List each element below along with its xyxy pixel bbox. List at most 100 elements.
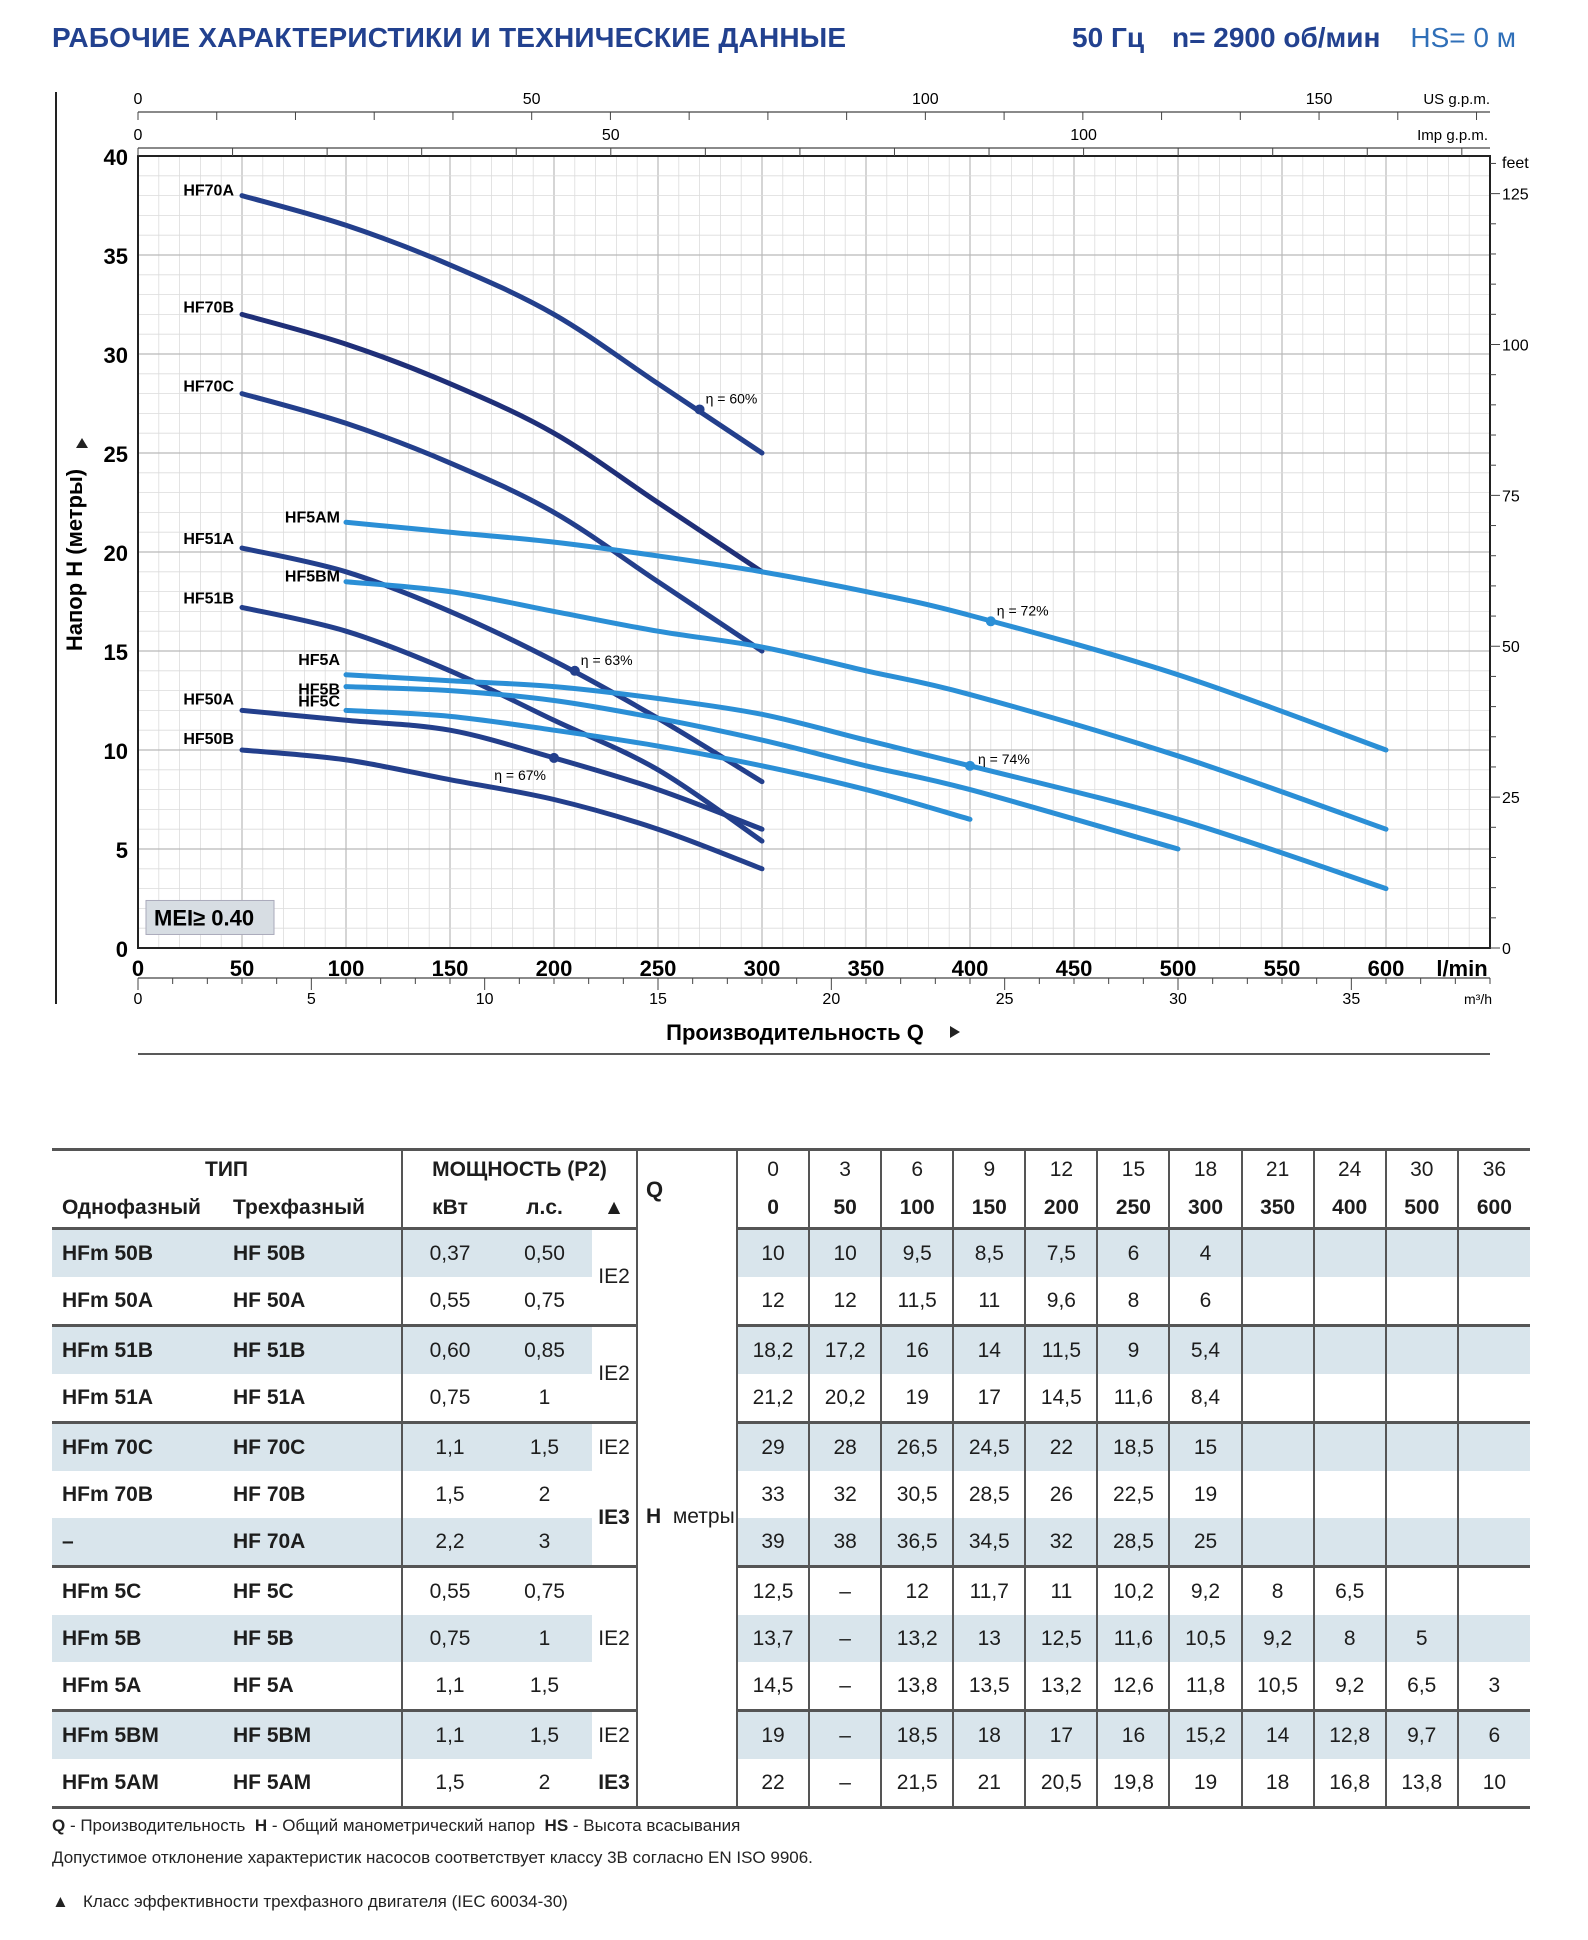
three-phase-model: HF 5AM — [227, 1759, 404, 1809]
single-phase-header: Однофазный — [62, 1196, 201, 1219]
series-line-hf5bm — [343, 579, 1389, 832]
head-value: 10 — [736, 1227, 810, 1277]
power-kw: 0,75 — [401, 1374, 498, 1423]
power-hp: 1,5 — [529, 1673, 560, 1697]
head-value: 32 — [808, 1471, 882, 1518]
lmin-cell: 200 — [1024, 1189, 1098, 1229]
three-phase-model: HF 51B — [227, 1324, 404, 1374]
series-line-hf50a — [239, 707, 765, 832]
impgpm-tick-label: 0 — [134, 127, 143, 144]
efficiency-label: η = 63% — [581, 652, 633, 668]
x-tick-label: 500 — [1160, 956, 1197, 981]
head-value — [1456, 1374, 1530, 1423]
head-value: 20,2 — [808, 1374, 882, 1423]
head-value: 19 — [880, 1374, 954, 1423]
x-tick-label: 300 — [744, 956, 781, 981]
head-value: 17 — [1024, 1709, 1098, 1759]
table-header-row: ТИП МОЩНОСТЬ (P2) Q 0 3 6 9 12 15 18 21 24 30 36 — [52, 1148, 1530, 1229]
head-value — [1456, 1615, 1530, 1662]
ie-class: IE2 — [592, 1709, 639, 1759]
head-value: 5 — [1384, 1615, 1458, 1662]
head-value: 22 — [1024, 1421, 1098, 1471]
head-value: 21,5 — [880, 1759, 954, 1809]
efficiency-label: η = 72% — [997, 602, 1049, 618]
plot-frame — [137, 155, 1491, 949]
m3h-cell: 15 — [1096, 1148, 1170, 1189]
type-header: ТИП — [52, 1148, 404, 1189]
series-line-hf70b — [239, 311, 765, 575]
page-title: РАБОЧИЕ ХАРАКТЕРИСТИКИ И ТЕХНИЧЕСКИЕ ДАН… — [52, 22, 847, 53]
power-hp: 3 — [497, 1518, 593, 1567]
head-value: 18 — [1240, 1759, 1314, 1809]
head-value: 28,5 — [1096, 1518, 1170, 1567]
power-hp: 0,85 — [497, 1324, 593, 1374]
head-value — [1456, 1227, 1530, 1277]
feet-tick-label: 125 — [1502, 187, 1529, 204]
power-kw: 1,1 — [401, 1709, 498, 1759]
head-value: 7,5 — [1024, 1227, 1098, 1277]
head-value: 11,7 — [952, 1565, 1026, 1615]
head-value: 22,5 — [1096, 1471, 1170, 1518]
head-value: 32 — [1024, 1518, 1098, 1567]
series-line-hf5b — [343, 684, 1181, 852]
head-value: 18 — [952, 1709, 1026, 1759]
notes: Q - Производительность H - Общий маномет… — [52, 1810, 813, 1874]
m3h-cell: 6 — [880, 1148, 954, 1189]
m3h-tick-label: 15 — [649, 991, 667, 1008]
lmin-cell: 600 — [1456, 1189, 1530, 1229]
head-value: 13 — [952, 1615, 1026, 1662]
x-tick-label: 550 — [1264, 956, 1301, 981]
series-line-hf70a — [239, 193, 765, 456]
head-value: 10,5 — [1168, 1615, 1242, 1662]
head-value: 8 — [1096, 1277, 1170, 1326]
table-row: HFm 5AM HF 5AM 1,5 2 IE3 22–21,5 21 20,5 19,8 19 1… — [52, 1759, 1530, 1809]
x-tick-label: 600 — [1368, 956, 1405, 981]
lmin-cell: 500 — [1384, 1189, 1458, 1229]
ie-class: IE3 — [592, 1759, 639, 1809]
head-value: 3 — [1456, 1662, 1530, 1711]
head-value: 19 — [1168, 1471, 1242, 1518]
single-phase-model: – — [52, 1518, 227, 1567]
m3h-tick-label: 25 — [996, 991, 1014, 1008]
head-value: 8,5 — [952, 1227, 1026, 1277]
head-value: 29 — [736, 1421, 810, 1471]
head-value — [1240, 1471, 1314, 1518]
m3h-tick-label: 20 — [822, 991, 840, 1008]
three-phase-model: HF 5BM — [227, 1709, 404, 1759]
head-value — [1456, 1324, 1530, 1374]
table-row: HFm 5A HF 5A 1,1 1,5 14,5–13,8 13,5 13,2 12,6 11… — [52, 1662, 1530, 1711]
head-value: 6 — [1096, 1227, 1170, 1277]
power-kw: 0,60 — [401, 1324, 498, 1374]
head-value — [1312, 1518, 1386, 1567]
head-value — [1240, 1227, 1314, 1277]
speed-label: n= 2900 об/мин — [1172, 22, 1381, 53]
x-tick-label: 250 — [640, 956, 677, 981]
m3h-cell: 9 — [952, 1148, 1026, 1189]
feet-unit-label: feet — [1502, 155, 1529, 172]
m3h-cell: 18 — [1168, 1148, 1242, 1189]
power-kw: 2,2 — [401, 1518, 498, 1567]
three-phase-model: HF 70A — [227, 1518, 404, 1567]
head-value — [1312, 1374, 1386, 1423]
lmin-cell: 50 — [808, 1189, 882, 1229]
head-value — [1456, 1565, 1530, 1615]
m3h-cell: 3 — [808, 1148, 882, 1189]
head-value: 18,5 — [1096, 1421, 1170, 1471]
single-phase-model: HFm 5AM — [52, 1759, 227, 1809]
head-value: 11,6 — [1096, 1615, 1170, 1662]
lmin-cell: 400 — [1312, 1189, 1386, 1229]
single-phase-model: HFm 70B — [62, 1482, 154, 1506]
head-value — [1312, 1227, 1386, 1277]
head-value — [1384, 1471, 1458, 1518]
suction-label: HS= 0 м — [1410, 22, 1516, 53]
power-hp: 0,75 — [524, 1288, 565, 1312]
head-value: 38 — [808, 1518, 882, 1567]
head-value: 14,5 — [736, 1662, 810, 1711]
head-value — [1456, 1277, 1530, 1326]
power-header: МОЩНОСТЬ (P2) — [402, 1148, 639, 1189]
lmin-cell: 150 — [952, 1189, 1026, 1229]
x-unit-label: l/min — [1436, 956, 1487, 981]
head-value: – — [808, 1565, 882, 1615]
m3h-cell: 24 — [1312, 1148, 1386, 1189]
